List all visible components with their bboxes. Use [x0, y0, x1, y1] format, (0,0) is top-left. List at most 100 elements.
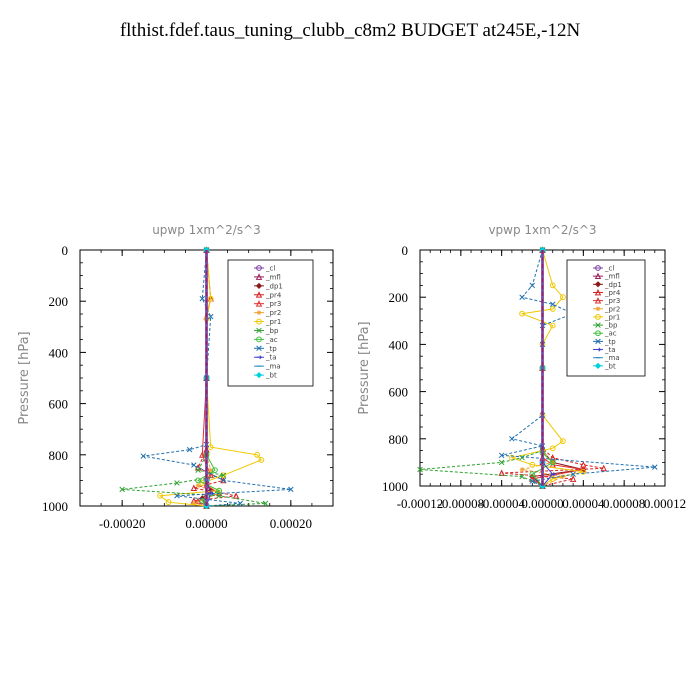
x-tick-label: 0.00020 [270, 516, 312, 531]
data-point [519, 473, 525, 480]
data-point [194, 497, 202, 504]
legend-marker [594, 362, 602, 369]
y-axis-label: Pressure [hPa] [17, 331, 32, 424]
y-tick-label: 600 [49, 397, 69, 412]
y-axis-label: Pressure [hPa] [357, 321, 372, 414]
data-point [195, 483, 201, 488]
series-line [501, 249, 655, 487]
data-point [199, 480, 206, 486]
page-title: flthist.fdef.taus_tuning_clubb_c8m2 BUDG… [119, 20, 581, 41]
legend-label: _pr4 [265, 291, 282, 299]
y-tick-label: 1000 [382, 479, 408, 494]
data-point [140, 453, 147, 459]
data-point [174, 493, 180, 499]
y-tick-label: 600 [389, 385, 409, 400]
legend-label: _dp1 [604, 281, 622, 289]
legend-label: _ac [604, 330, 617, 338]
data-point [550, 472, 556, 477]
legend-marker [595, 347, 602, 352]
data-point [262, 500, 269, 507]
data-point [529, 461, 536, 468]
data-point [220, 472, 227, 479]
data-point [207, 295, 214, 302]
legend-box [227, 259, 314, 387]
data-point [549, 445, 556, 452]
y-tick-label: 200 [389, 290, 409, 305]
data-point [560, 438, 566, 445]
legend-marker [256, 265, 262, 271]
data-point [570, 471, 576, 477]
x-tick-label: -0.00020 [99, 516, 146, 531]
data-point [208, 467, 214, 473]
legend-label: _cl [265, 265, 275, 273]
data-point [199, 451, 206, 458]
data-point [258, 457, 265, 463]
data-point [549, 476, 556, 482]
data-point [417, 466, 423, 473]
x-tick-label: -0.00008 [438, 496, 485, 511]
data-point [195, 477, 201, 484]
legend-label: _pr1 [265, 318, 281, 326]
legend-label: _pr1 [604, 313, 620, 321]
legend-label: _bt [265, 372, 277, 380]
data-point [174, 480, 180, 486]
legend-label: _ac [265, 336, 278, 344]
data-point [580, 468, 587, 475]
data-point [288, 486, 294, 493]
legend-marker [255, 300, 263, 307]
chart-title: upwp 1xm^2/s^3 [152, 223, 261, 237]
data-point [519, 454, 525, 461]
y-tick-label: 800 [389, 432, 409, 447]
chart-title: vpwp 1xm^2/s^3 [488, 223, 596, 237]
x-tick-label: -0.00012 [397, 496, 444, 511]
x-tick-label: 0.00000 [185, 516, 227, 531]
legend-marker [595, 330, 601, 337]
data-point [509, 436, 515, 442]
legend-label: _ma [265, 363, 281, 371]
data-point [191, 462, 197, 468]
legend-marker [256, 327, 262, 334]
legend-label: _mfl [604, 273, 620, 281]
data-point [529, 471, 536, 478]
legend-label: _bp [265, 327, 279, 335]
x-tick-label: -0.00004 [478, 496, 525, 511]
data-point [498, 459, 505, 466]
data-point [549, 306, 556, 312]
data-point [600, 464, 607, 472]
legend-marker [594, 272, 602, 280]
legend-marker [595, 322, 601, 328]
legend-label: _tp [604, 338, 616, 346]
legend-marker [256, 355, 263, 360]
y-tick-label: 400 [49, 345, 69, 360]
legend-marker [594, 297, 602, 304]
data-point [549, 322, 556, 329]
legend-label: _tp [265, 345, 277, 353]
data-point [560, 294, 566, 301]
data-point [186, 446, 193, 453]
legend-label: _bt [604, 362, 616, 370]
legend-marker [595, 338, 601, 345]
legend-marker [594, 281, 602, 288]
data-point [529, 282, 536, 289]
y-tick-label: 0 [62, 243, 69, 258]
data-point [208, 491, 214, 496]
legend-marker [255, 291, 263, 298]
legend-label: _pr3 [265, 300, 281, 308]
panel-2: vpwp 1xm^2/s^3 Pressure [hPa] 0 200 400 600 80… [357, 223, 686, 511]
x-tick-label: 0.00012 [644, 496, 686, 511]
data-point [569, 475, 577, 482]
data-point [519, 467, 525, 472]
series-bp [417, 247, 546, 489]
data-point [212, 467, 218, 474]
legend-label: _ma [604, 354, 620, 362]
y-tick-label: 200 [49, 294, 69, 309]
legend-marker [256, 318, 262, 325]
y-tick-label: 1000 [42, 499, 68, 514]
legend-label: _pr4 [604, 289, 621, 297]
data-point [529, 478, 536, 485]
data-point [199, 497, 206, 504]
legend-label: _pr3 [604, 297, 620, 305]
data-point [195, 467, 201, 473]
data-point [119, 486, 125, 493]
data-point [519, 310, 525, 317]
